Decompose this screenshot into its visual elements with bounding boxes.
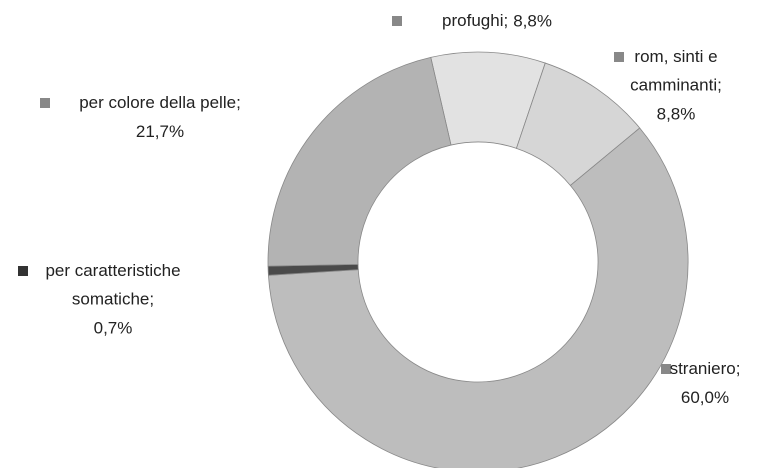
data-label-value: 8,8% [657,104,696,123]
label-line: profughi; [442,11,508,30]
legend-marker [18,266,28,276]
data-label-name: profughi; [442,11,508,30]
label-line: per caratteristiche [45,261,180,280]
label-line: camminanti; [630,76,722,95]
legend-marker [614,52,624,62]
legend-marker [661,364,671,374]
data-label-value: 21,7% [136,122,184,141]
data-label-value: 60,0% [681,388,729,407]
label-line: rom, sinti e [634,47,717,66]
data-label-name: rom, sinti e camminanti; [630,47,722,95]
label-line: per colore della pelle; [79,93,241,112]
donut-slice [267,127,689,468]
legend-marker [40,98,50,108]
legend-marker [392,16,402,26]
data-label-name: per colore della pelle; [79,93,241,112]
data-label-name: straniero; [670,359,741,378]
donut-slice [267,56,452,267]
data-label-value: 0,7% [94,318,133,337]
data-label-value: 8,8% [513,11,552,30]
data-label-name: per caratteristiche somatiche; [45,261,180,309]
label-line: straniero; [670,359,741,378]
label-line: somatiche; [72,290,154,309]
